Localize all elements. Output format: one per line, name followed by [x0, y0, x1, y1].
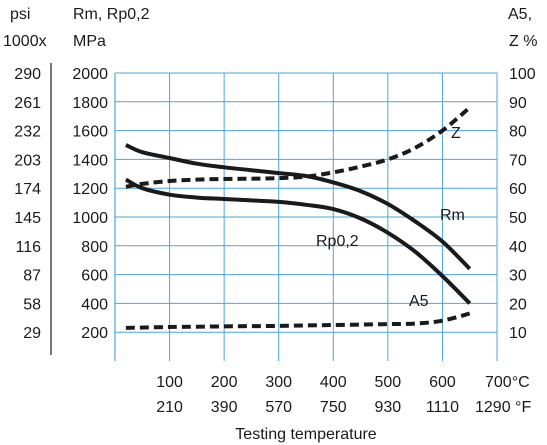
y-left-tick-label: 1200 [72, 181, 108, 198]
x-tick-label-f: 390 [211, 399, 238, 416]
psi-tick-label: 290 [14, 66, 41, 83]
psi-tick-label: 58 [23, 296, 41, 313]
x-tick-label-f: 1290 °F [475, 399, 531, 416]
series-line-z [125, 106, 471, 189]
series-line-a5 [125, 311, 471, 330]
series-label-rm: Rm [440, 207, 465, 224]
axes [50, 63, 116, 361]
series-layer [124, 106, 472, 330]
x-axis-title: Testing temperature [235, 426, 377, 443]
y-right-tick-label: 80 [509, 124, 527, 141]
series-line-rm [125, 143, 472, 271]
y-right-tick-label: 90 [509, 95, 527, 112]
tick-labels: 29 58 87 116 145 174 203 232 261 290 200 400 600 800 1… [14, 66, 536, 416]
y-psi-unit: 1000x [3, 33, 47, 50]
y-right-tick-label: 20 [509, 296, 527, 313]
y-left-tick-label: 800 [81, 239, 108, 256]
x-tick-label-f: 570 [265, 399, 292, 416]
y-right-tick-label: 40 [509, 239, 527, 256]
y-left-unit: MPa [73, 33, 106, 50]
series-label-rp02: Rp0,2 [316, 233, 359, 250]
x-tick-label-f: 210 [156, 399, 183, 416]
y-right-unit: Z % [509, 33, 537, 50]
x-tick-label-c: 700°C [485, 374, 530, 391]
y-left-tick-label: 600 [81, 268, 108, 285]
y-right-label: A5, [508, 6, 532, 23]
grid [115, 72, 498, 361]
x-tick-label-f: 930 [375, 399, 402, 416]
y-left-tick-label: 1800 [72, 95, 108, 112]
y-right-tick-label: 70 [509, 152, 527, 169]
y-left-tick-label: 400 [81, 296, 108, 313]
psi-tick-label: 145 [14, 210, 41, 227]
x-tick-label-c: 200 [211, 374, 238, 391]
y-left-tick-label: 1000 [72, 210, 108, 227]
y-left-tick-label: 200 [81, 325, 108, 342]
y-right-tick-label: 30 [509, 268, 527, 285]
x-tick-label-f: 1110 [426, 399, 459, 416]
psi-tick-label: 87 [23, 268, 41, 285]
psi-tick-label: 174 [14, 181, 41, 198]
psi-tick-label: 29 [23, 325, 41, 342]
psi-tick-label: 261 [14, 95, 41, 112]
y-right-tick-label: 10 [509, 325, 527, 342]
y-left-tick-label: 1600 [72, 124, 108, 141]
y-right-tick-label: 100 [509, 66, 536, 83]
y-left-label: Rm, Rp0,2 [73, 6, 150, 23]
x-tick-label-f: 750 [320, 399, 347, 416]
x-tick-label-c: 500 [375, 374, 402, 391]
y-right-tick-label: 60 [509, 181, 527, 198]
x-tick-label-c: 100 [156, 374, 183, 391]
psi-tick-label: 232 [14, 124, 41, 141]
psi-tick-label: 116 [15, 239, 41, 256]
y-left-tick-label: 2000 [72, 66, 108, 83]
series-label-a5: A5 [409, 293, 429, 310]
series-line-rp02 [124, 177, 472, 305]
x-tick-label-c: 400 [320, 374, 347, 391]
x-tick-label-c: 300 [265, 374, 292, 391]
y-left-tick-label: 1400 [72, 152, 108, 169]
psi-tick-label: 203 [14, 152, 41, 169]
series-label-z: Z [451, 125, 461, 142]
x-tick-label-c: 600 [429, 374, 456, 391]
y-right-tick-label: 50 [509, 210, 527, 227]
y-psi-label: psi [10, 6, 30, 23]
